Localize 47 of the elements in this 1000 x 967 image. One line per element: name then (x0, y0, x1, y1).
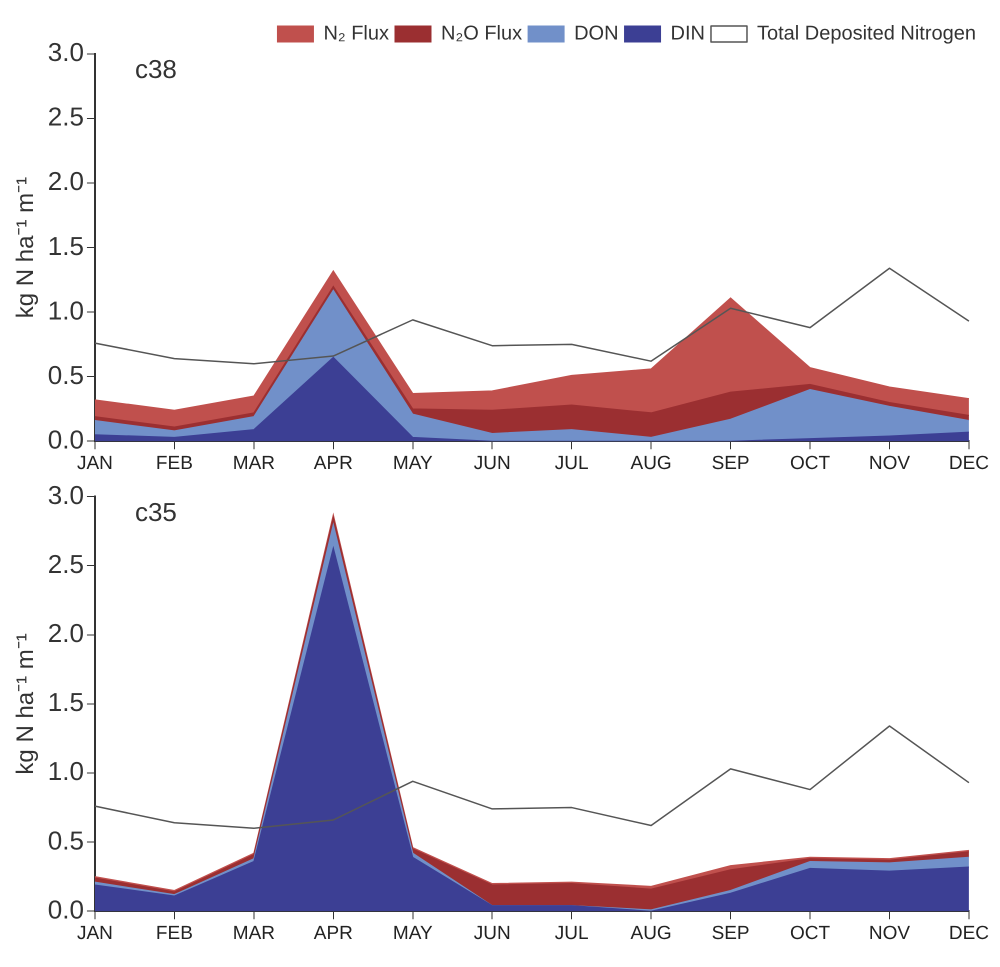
y-tick-label: 0.0 (48, 894, 84, 924)
legend-label: Total Deposited Nitrogen (756, 22, 976, 45)
x-tick-label: JUL (554, 922, 589, 944)
y-tick-label: 2.0 (48, 618, 84, 648)
x-tick-label: NOV (868, 922, 910, 944)
x-tick-label: APR (314, 452, 353, 474)
y-tick-label: 0.5 (48, 825, 84, 856)
y-tick-label: 2.5 (48, 548, 84, 579)
y-tick-label: 1.0 (48, 756, 84, 786)
x-tick-label: DEC (948, 922, 990, 944)
x-tick-label: AUG (630, 922, 672, 944)
y-tick-label: 1.5 (48, 687, 84, 718)
legend-label: N₂ Flux (323, 22, 389, 45)
y-tick-label: 0.5 (48, 360, 84, 390)
y-tick-label: 3.0 (48, 480, 84, 510)
x-tick-label: DEC (948, 452, 990, 474)
x-tick-label: OCT (790, 452, 830, 474)
y-tick-label: 3.0 (48, 37, 84, 68)
x-tick-label: SEP (712, 452, 750, 474)
x-tick-label: NOV (868, 452, 910, 474)
legend-label: DON (574, 22, 619, 45)
x-tick-label: MAR (232, 452, 275, 474)
x-tick-label: JAN (76, 922, 113, 944)
y-tick-label: 0.0 (48, 424, 84, 454)
x-tick-label: AUG (630, 452, 672, 474)
y-tick-label: 2.0 (48, 166, 84, 196)
x-tick-label: JUL (554, 452, 589, 474)
x-tick-label: JUN (474, 922, 511, 944)
x-tick-label: APR (314, 922, 353, 944)
x-tick-label: FEB (156, 922, 193, 944)
x-tick-label: JUN (474, 452, 511, 474)
legend-label: DIN (670, 22, 705, 45)
y-axis-title: kg N ha⁻¹ m⁻¹ (12, 633, 40, 775)
y-tick-label: 1.0 (48, 295, 84, 326)
x-tick-label: JAN (76, 452, 113, 474)
y-tick-label: 1.5 (48, 230, 84, 261)
y-axis-title: kg N ha⁻¹ m⁻¹ (12, 176, 40, 318)
x-tick-label: MAR (232, 922, 275, 944)
chart-title: c38 (134, 54, 177, 84)
x-tick-label: MAY (392, 452, 433, 474)
x-tick-label: FEB (156, 452, 193, 474)
legend-label: N₂O Flux (440, 22, 522, 45)
y-tick-label: 2.5 (48, 102, 84, 132)
x-tick-label: OCT (790, 922, 830, 944)
chart-title: c35 (134, 496, 177, 527)
x-tick-label: MAY (392, 922, 433, 944)
x-tick-label: SEP (712, 922, 750, 944)
